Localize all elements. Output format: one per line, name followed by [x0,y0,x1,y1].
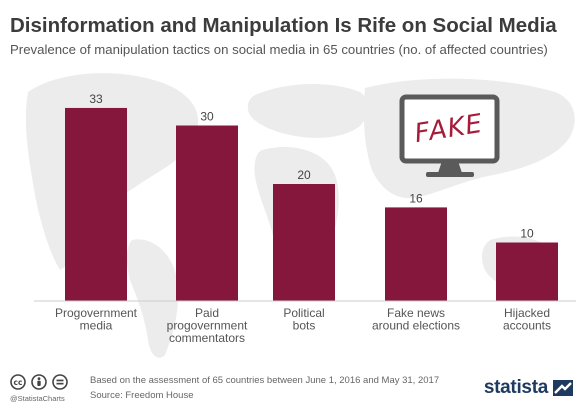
fake-monitor-illustration: FAKE [399,94,500,177]
methodology-note: Based on the assessment of 65 countries … [90,375,440,386]
value-label-2: 30 [200,110,214,124]
category-label-4-line-2: around elections [372,319,460,333]
statista-logo-icon [553,380,573,396]
category-label-2-line-1: Paid [195,306,219,320]
category-label-5-line-1: Hijacked [504,306,550,320]
by-icon [31,374,47,390]
chart-title: Disinformation and Manipulation Is Rife … [10,14,557,37]
statista-charts-handle: @StatistaCharts [10,394,65,403]
category-label-3-line-2: bots [293,319,316,333]
value-label-3: 20 [297,168,311,182]
category-label-2-line-3: commentators [169,331,245,345]
bar-3 [273,184,335,301]
cc-icon: cc [10,374,26,390]
category-label-1-line-2: media [80,319,113,333]
bar-5 [496,242,558,301]
bar-2 [176,125,238,301]
monitor-base [426,172,474,177]
license-icons: cc [10,374,70,391]
statista-logo: statista [484,377,573,399]
category-label-2-line-2: progovernment [167,319,248,333]
chart-subtitle: Prevalence of manipulation tactics on so… [10,42,548,57]
nd-icon [52,374,68,390]
category-label-1-line-1: Progovernment [55,306,138,320]
statista-wordmark: statista [483,377,548,398]
value-label-4: 16 [409,191,423,205]
monitor-stand [438,161,462,173]
svg-text:cc: cc [14,378,23,387]
category-label-4-line-1: Fake news [387,306,445,320]
value-label-1: 33 [89,92,103,106]
value-label-5: 10 [520,227,534,241]
category-label-3-line-1: Political [283,306,324,320]
footer: cc @StatistaCharts Based on the assessme… [10,372,575,403]
bar-4 [385,207,447,301]
category-label-5-line-2: accounts [503,319,551,333]
bar-1 [65,107,127,301]
source-note: Source: Freedom House [90,390,194,401]
